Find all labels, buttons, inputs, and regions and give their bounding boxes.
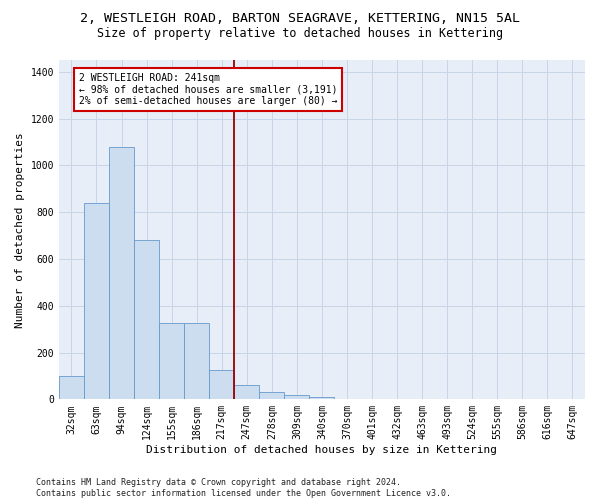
Bar — [109, 146, 134, 400]
Bar — [134, 240, 159, 400]
Bar — [234, 386, 259, 400]
Bar — [310, 397, 334, 400]
Bar — [184, 324, 209, 400]
Y-axis label: Number of detached properties: Number of detached properties — [15, 132, 25, 328]
Bar — [209, 370, 234, 400]
Text: Size of property relative to detached houses in Kettering: Size of property relative to detached ho… — [97, 28, 503, 40]
Text: Contains HM Land Registry data © Crown copyright and database right 2024.
Contai: Contains HM Land Registry data © Crown c… — [36, 478, 451, 498]
Text: 2, WESTLEIGH ROAD, BARTON SEAGRAVE, KETTERING, NN15 5AL: 2, WESTLEIGH ROAD, BARTON SEAGRAVE, KETT… — [80, 12, 520, 26]
Bar — [284, 394, 310, 400]
Bar — [259, 392, 284, 400]
Bar — [159, 324, 184, 400]
X-axis label: Distribution of detached houses by size in Kettering: Distribution of detached houses by size … — [146, 445, 497, 455]
Text: 2 WESTLEIGH ROAD: 241sqm
← 98% of detached houses are smaller (3,191)
2% of semi: 2 WESTLEIGH ROAD: 241sqm ← 98% of detach… — [79, 73, 337, 106]
Bar — [59, 376, 84, 400]
Bar — [84, 203, 109, 400]
